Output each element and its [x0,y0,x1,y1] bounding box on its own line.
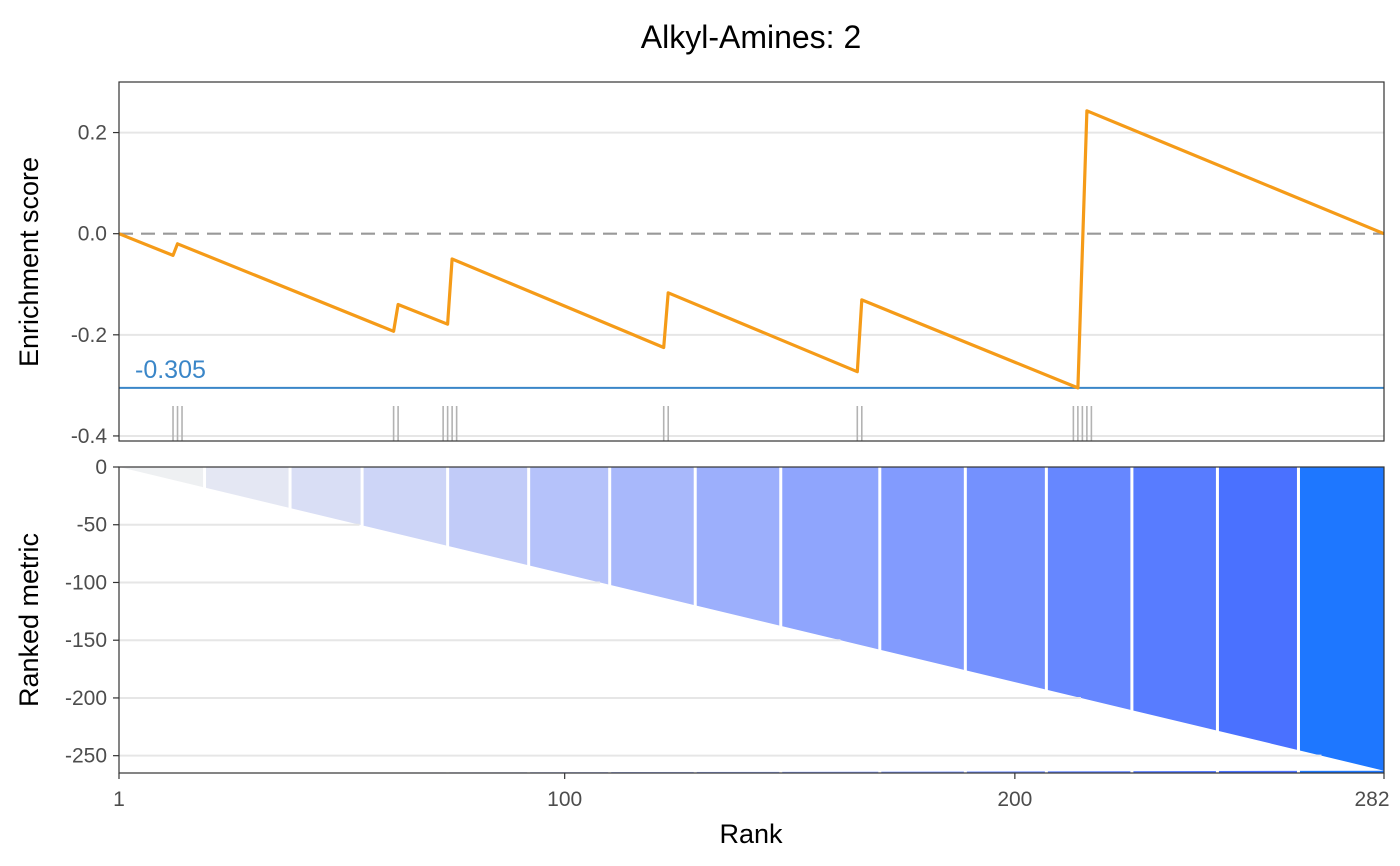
y-axis-title-ranked-metric: Ranked metric [14,533,44,707]
ranked-metric-y-ticks: 0 -50 -100 -150 -200 -250 [65,456,119,768]
chart-title: Alkyl-Amines: 2 [641,19,862,55]
y-axis-title-enrichment: Enrichment score [14,157,44,367]
enrichment-score-line [118,109,1385,390]
ranked-metric-panel: 0 -50 -100 -150 -200 -250 1 100 200 282 Ranked m… [14,456,1390,849]
rank-x-tick-label: 200 [997,788,1032,811]
gene-hit-marks [172,406,1093,441]
enrichment-y-tick-label: -0.4 [71,425,108,448]
ranked-metric-y-tick-label: -250 [65,745,107,768]
ranked-metric-band [1298,467,1384,773]
ranked-metric-grid-overlay [119,523,1322,757]
enrichment-grid [119,131,1384,437]
rank-x-tick-label: 1 [113,788,125,811]
ranked-metric-y-tick-label: -150 [65,629,107,652]
min-score-label: -0.305 [135,356,206,384]
ranked-metric-y-tick-label: -100 [65,571,107,594]
enrichment-y-tick-label: 0.2 [78,122,107,145]
ranked-metric-band [1217,467,1299,773]
enrichment-panel-border [118,81,1385,442]
rank-x-ticks: 1 100 200 282 [113,773,1390,811]
enrichment-y-tick-label: 0.0 [78,223,107,246]
enrichment-y-tick-label: -0.2 [71,324,107,347]
rank-x-tick-label: 100 [547,788,582,811]
enrichment-y-ticks: 0.2 0.0 -0.2 -0.4 [71,122,119,448]
enrichment-panel-frame [119,82,1384,441]
ranked-metric-y-tick-label: -50 [77,514,107,537]
ranked-metric-panel-border [118,466,1385,774]
x-axis-title-rank: Rank [719,819,783,849]
ranked-metric-y-tick-label: 0 [95,456,107,479]
ranked-metric-y-tick-label: -200 [65,687,107,710]
ranked-metric-mask [119,467,1384,773]
enrichment-score-panel: -0.305 0.2 0.0 -0.2 -0.4 Enrichment score [14,81,1385,448]
rank-x-tick-label: 282 [1354,788,1389,811]
